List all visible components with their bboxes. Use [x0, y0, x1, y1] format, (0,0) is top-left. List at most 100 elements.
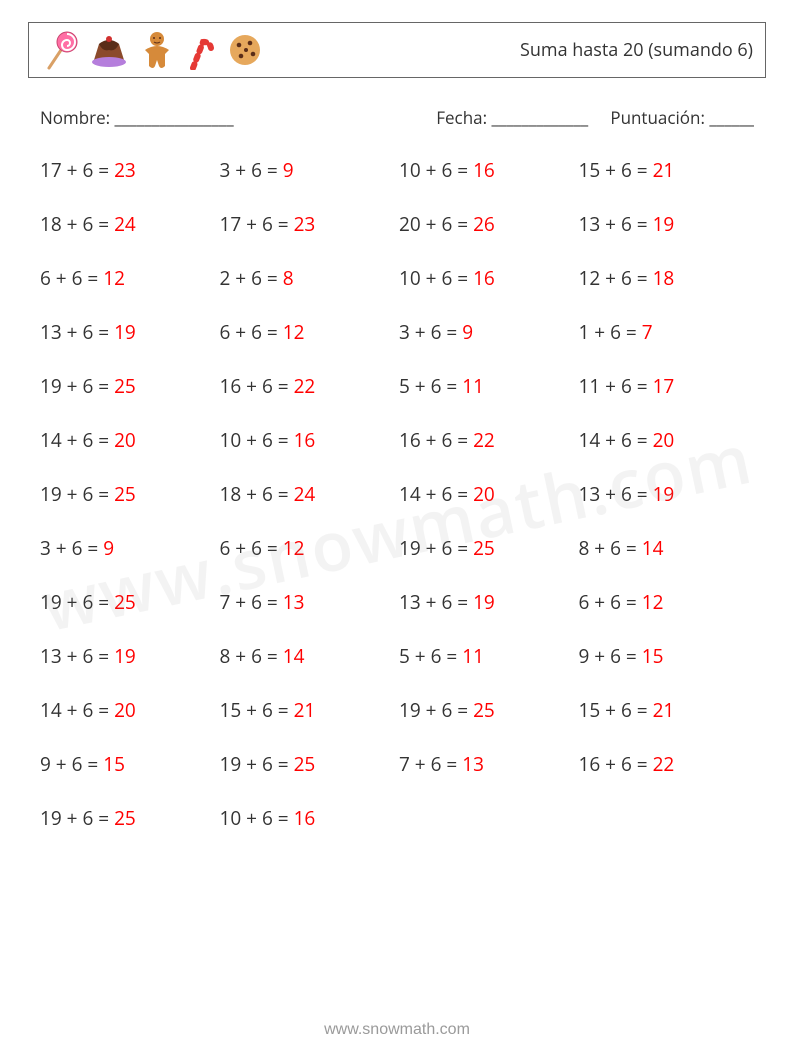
answer-value: 14 [642, 535, 664, 561]
problem-item: 6 + 6 = 12 [579, 589, 755, 615]
problem-item: 9 + 6 = 15 [579, 643, 755, 669]
problem-item: 8 + 6 = 14 [220, 643, 396, 669]
problem-item: 20 + 6 = 26 [399, 211, 575, 237]
problem-item: 3 + 6 = 9 [40, 535, 216, 561]
problem-item: 19 + 6 = 25 [40, 373, 216, 399]
problem-item: 19 + 6 = 25 [399, 697, 575, 723]
answer-value: 24 [114, 211, 136, 237]
worksheet-title: Suma hasta 20 (sumando 6) [520, 38, 753, 62]
problem-item: 5 + 6 = 11 [399, 373, 575, 399]
answer-value: 25 [473, 697, 495, 723]
answer-value: 12 [283, 535, 305, 561]
problem-item: 19 + 6 = 25 [399, 535, 575, 561]
answer-value: 21 [653, 697, 675, 723]
problem-item: 12 + 6 = 18 [579, 265, 755, 291]
answer-value: 22 [294, 373, 316, 399]
problem-item: 15 + 6 = 21 [220, 697, 396, 723]
info-line: Nombre: ________________ Fecha: ________… [40, 106, 754, 129]
answer-value: 25 [473, 535, 495, 561]
problem-item: 14 + 6 = 20 [399, 481, 575, 507]
answer-value: 11 [462, 373, 484, 399]
answer-value: 23 [294, 211, 316, 237]
answer-value: 13 [283, 589, 305, 615]
answer-value: 16 [294, 805, 316, 831]
problem-item: 6 + 6 = 12 [40, 265, 216, 291]
problem-item: 9 + 6 = 15 [40, 751, 216, 777]
problem-item: 7 + 6 = 13 [220, 589, 396, 615]
problem-item: 2 + 6 = 8 [220, 265, 396, 291]
answer-value: 19 [114, 319, 136, 345]
problem-item: 16 + 6 = 22 [399, 427, 575, 453]
problem-item: 16 + 6 = 22 [579, 751, 755, 777]
problems-grid: 17 + 6 = 233 + 6 = 910 + 6 = 1615 + 6 = … [40, 157, 754, 831]
answer-value: 16 [473, 265, 495, 291]
problem-item: 1 + 6 = 7 [579, 319, 755, 345]
answer-value: 21 [294, 697, 316, 723]
problem-item: 5 + 6 = 11 [399, 643, 575, 669]
footer-url: www.snowmath.com [0, 1021, 794, 1039]
answer-value: 13 [462, 751, 484, 777]
candy-cane-icon [185, 30, 215, 70]
score-label: Puntuación: ______ [610, 106, 754, 129]
answer-value: 9 [103, 535, 114, 561]
answer-value: 19 [653, 481, 675, 507]
problem-item: 11 + 6 = 17 [579, 373, 755, 399]
problem-item: 13 + 6 = 19 [40, 643, 216, 669]
answer-value: 12 [103, 265, 125, 291]
problem-item: 18 + 6 = 24 [40, 211, 216, 237]
problem-item: 19 + 6 = 25 [40, 481, 216, 507]
answer-value: 9 [283, 157, 294, 183]
problem-item: 10 + 6 = 16 [399, 265, 575, 291]
problem-item: 10 + 6 = 16 [399, 157, 575, 183]
answer-value: 12 [642, 589, 664, 615]
answer-value: 16 [294, 427, 316, 453]
header-icons [43, 30, 265, 70]
problem-item: 14 + 6 = 20 [40, 427, 216, 453]
problem-item: 17 + 6 = 23 [220, 211, 396, 237]
problem-item: 14 + 6 = 20 [579, 427, 755, 453]
problem-item: 18 + 6 = 24 [220, 481, 396, 507]
lollipop-icon [43, 30, 79, 70]
problem-item: 13 + 6 = 19 [399, 589, 575, 615]
gingerbread-icon [139, 30, 175, 70]
problem-item: 19 + 6 = 25 [40, 805, 216, 831]
answer-value: 23 [114, 157, 136, 183]
answer-value: 9 [462, 319, 473, 345]
problem-item: 15 + 6 = 21 [579, 157, 755, 183]
problem-item: 13 + 6 = 19 [579, 481, 755, 507]
answer-value: 24 [294, 481, 316, 507]
answer-value: 16 [473, 157, 495, 183]
problem-item: 8 + 6 = 14 [579, 535, 755, 561]
problem-item: 17 + 6 = 23 [40, 157, 216, 183]
answer-value: 17 [653, 373, 675, 399]
answer-value: 21 [653, 157, 675, 183]
answer-value: 12 [283, 319, 305, 345]
worksheet-page: Suma hasta 20 (sumando 6) Nombre: ______… [0, 0, 794, 1053]
header-box: Suma hasta 20 (sumando 6) [28, 22, 766, 78]
date-score: Fecha: _____________ Puntuación: ______ [436, 106, 754, 129]
date-label: Fecha: _____________ [436, 106, 588, 129]
answer-value: 20 [114, 697, 136, 723]
problem-item: 13 + 6 = 19 [579, 211, 755, 237]
answer-value: 14 [283, 643, 305, 669]
problem-item: 7 + 6 = 13 [399, 751, 575, 777]
answer-value: 15 [642, 643, 664, 669]
answer-value: 19 [114, 643, 136, 669]
answer-value: 20 [653, 427, 675, 453]
problem-item: 10 + 6 = 16 [220, 427, 396, 453]
name-label: Nombre: ________________ [40, 106, 234, 129]
answer-value: 8 [283, 265, 294, 291]
problem-item: 6 + 6 = 12 [220, 535, 396, 561]
problem-item: 19 + 6 = 25 [40, 589, 216, 615]
answer-value: 11 [462, 643, 484, 669]
answer-value: 7 [642, 319, 653, 345]
answer-value: 19 [473, 589, 495, 615]
answer-value: 20 [473, 481, 495, 507]
answer-value: 25 [114, 805, 136, 831]
answer-value: 18 [653, 265, 675, 291]
answer-value: 25 [294, 751, 316, 777]
answer-value: 15 [103, 751, 125, 777]
problem-item: 13 + 6 = 19 [40, 319, 216, 345]
answer-value: 25 [114, 373, 136, 399]
answer-value: 25 [114, 481, 136, 507]
